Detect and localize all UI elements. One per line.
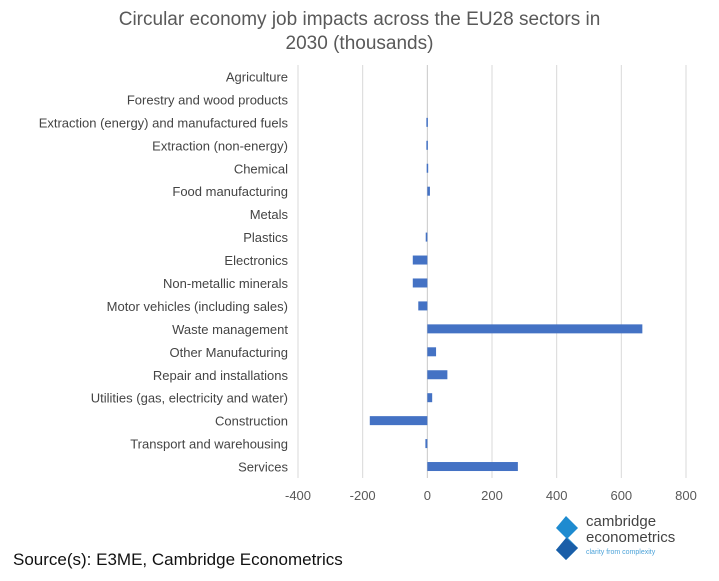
category-label-13: Repair and installations — [153, 368, 289, 383]
bar-15 — [369, 416, 428, 426]
x-tick-label-3: 200 — [481, 488, 503, 503]
x-tick-label-0: -400 — [285, 488, 311, 503]
category-label-9: Non-metallic minerals — [163, 276, 288, 291]
category-label-4: Chemical — [234, 161, 288, 176]
bar-17 — [427, 462, 518, 472]
x-tick-label-5: 600 — [610, 488, 632, 503]
ce-logo-mark-icon — [556, 516, 578, 560]
bar-8 — [412, 255, 428, 265]
bar-16 — [425, 439, 428, 449]
bars — [369, 117, 643, 472]
category-labels: Agriculture Forestry and wood products Ext… — [39, 69, 289, 474]
x-tick-label-1: -200 — [350, 488, 376, 503]
category-label-1: Forestry and wood products — [127, 92, 289, 107]
category-label-0: Agriculture — [226, 69, 288, 84]
category-label-16: Transport and warehousing — [130, 437, 288, 452]
logo-line-1: cambridge — [586, 513, 657, 530]
category-label-8: Electronics — [224, 253, 288, 268]
x-tick-labels: -400 -200 0 200 400 600 800 — [285, 488, 697, 503]
category-label-14: Utilities (gas, electricity and water) — [91, 391, 288, 406]
category-label-3: Extraction (non-energy) — [152, 138, 288, 153]
logo-wordmark: cambridge econometrics — [586, 514, 675, 546]
bar-5 — [427, 186, 430, 196]
chart-title-line-1: Circular economy job impacts across the … — [118, 9, 601, 30]
category-label-11: Waste management — [172, 322, 288, 337]
category-label-5: Food manufacturing — [172, 184, 288, 199]
cambridge-econometrics-logo: cambridge econometrics clarity from comp… — [552, 512, 712, 572]
category-label-12: Other Manufacturing — [169, 345, 288, 360]
category-label-15: Construction — [215, 414, 288, 429]
bar-7 — [425, 232, 428, 242]
x-tick-label-6: 800 — [675, 488, 697, 503]
chart-title: Circular economy job impacts across the … — [0, 8, 719, 56]
category-label-17: Services — [238, 460, 288, 475]
bar-10 — [418, 301, 428, 311]
category-label-2: Extraction (energy) and manufactured fue… — [39, 115, 289, 130]
x-tick-label-4: 400 — [546, 488, 568, 503]
category-label-6: Metals — [250, 207, 289, 222]
x-tick-label-2: 0 — [424, 488, 431, 503]
bar-13 — [427, 370, 448, 380]
bar-11 — [427, 324, 643, 334]
bar-14 — [427, 393, 433, 403]
logo-line-2: econometrics — [586, 529, 676, 546]
bar-2 — [426, 117, 428, 127]
gridlines — [297, 65, 687, 478]
bar-9 — [412, 278, 428, 288]
bar-3 — [426, 140, 428, 150]
category-label-7: Plastics — [243, 230, 288, 245]
source-note: Source(s): E3ME, Cambridge Econometrics — [13, 550, 343, 569]
bar-4 — [426, 163, 429, 173]
logo-tagline: clarity from complexity — [586, 549, 656, 556]
category-label-10: Motor vehicles (including sales) — [107, 299, 288, 314]
chart-title-line-2: 2030 (thousands) — [285, 33, 434, 54]
bar-12 — [427, 347, 437, 357]
